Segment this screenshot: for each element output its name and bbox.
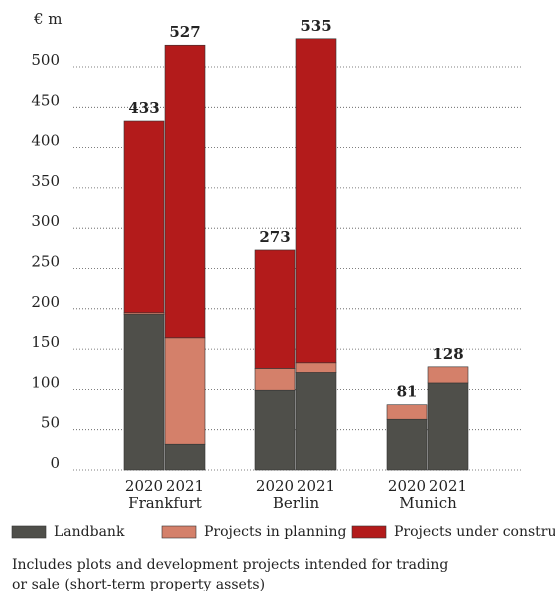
bar-segment xyxy=(295,362,337,373)
x-tick-label: 2021 xyxy=(166,477,204,495)
total-label: 81 xyxy=(397,383,418,401)
total-label: 273 xyxy=(259,228,290,246)
y-tick-label: 200 xyxy=(31,293,60,311)
y-tick-label: 350 xyxy=(31,172,60,190)
bar-segment xyxy=(123,120,165,314)
legend-label: Landbank xyxy=(54,524,125,540)
x-tick-label: 2021 xyxy=(297,477,335,495)
legend-label: Projects under construction xyxy=(394,524,555,540)
y-tick-label: 0 xyxy=(50,454,60,472)
y-tick-label: 300 xyxy=(31,212,60,230)
bar-segment xyxy=(164,337,206,445)
footnote: Includes plots and development projects … xyxy=(12,557,448,573)
x-tick-label: 2020 xyxy=(388,477,426,495)
total-label: 433 xyxy=(128,99,159,117)
group-label: Berlin xyxy=(273,494,320,512)
bar-segment xyxy=(386,404,428,420)
total-label: 535 xyxy=(300,17,331,35)
footnote: or sale (short-term property assets) xyxy=(12,577,265,591)
bar-segment xyxy=(254,249,296,369)
y-tick-label: 500 xyxy=(31,51,60,69)
x-tick-label: 2020 xyxy=(256,477,294,495)
bar-segment xyxy=(164,443,206,471)
bar-segment xyxy=(254,368,296,391)
legend-swatch xyxy=(351,525,387,539)
bar-segment xyxy=(295,372,337,471)
y-tick-label: 50 xyxy=(41,414,60,432)
bar-segment xyxy=(254,389,296,471)
x-tick-label: 2020 xyxy=(125,477,163,495)
y-tick-label: 450 xyxy=(31,91,60,109)
bar-segment xyxy=(295,38,337,364)
group-label: Munich xyxy=(399,494,457,512)
y-tick-label: 150 xyxy=(31,333,60,351)
total-label: 128 xyxy=(432,345,463,363)
total-label: 527 xyxy=(169,23,200,41)
y-tick-label: 100 xyxy=(31,373,60,391)
unit-label: € m xyxy=(33,10,63,28)
bar-segment xyxy=(164,44,206,339)
bar-segment xyxy=(427,382,469,471)
bar-segment xyxy=(386,418,428,471)
x-tick-label: 2021 xyxy=(429,477,467,495)
group-label: Frankfurt xyxy=(128,494,202,512)
bar-segment xyxy=(427,366,469,384)
legend-swatch xyxy=(161,525,197,539)
legend-swatch xyxy=(11,525,47,539)
y-tick-label: 250 xyxy=(31,253,60,271)
y-tick-label: 400 xyxy=(31,132,60,150)
legend-label: Projects in planning xyxy=(204,524,347,540)
bar-segment xyxy=(123,314,165,471)
